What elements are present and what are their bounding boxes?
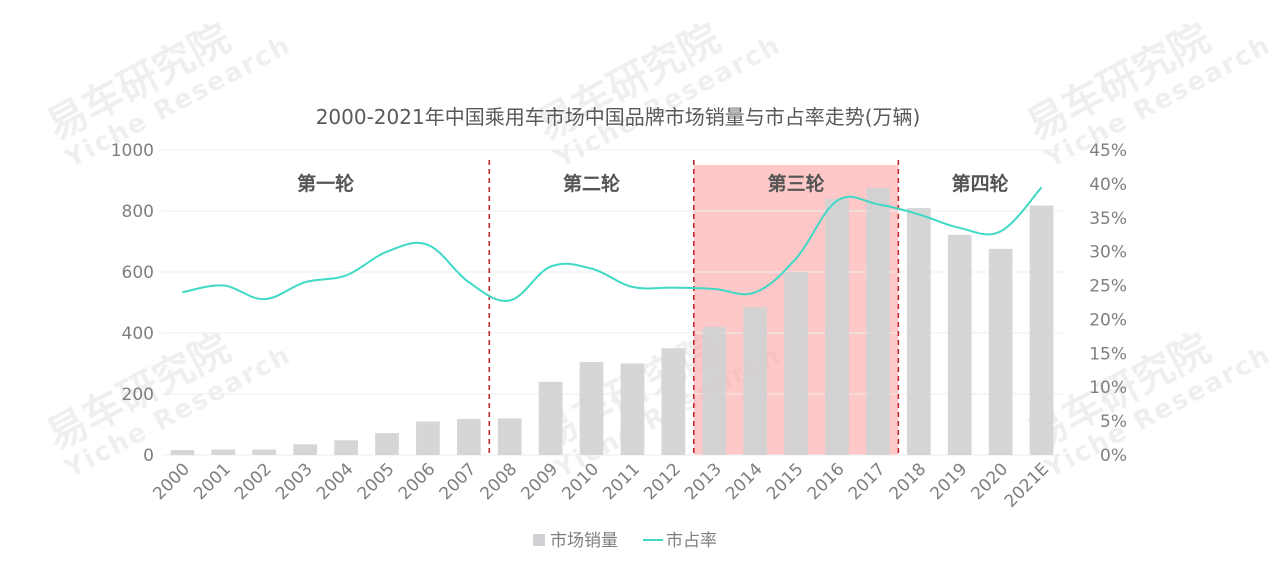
bar-2015	[784, 272, 808, 455]
bar-2003	[293, 444, 318, 455]
bar-2000	[170, 450, 195, 455]
y-right-tick-label: 25%	[1089, 277, 1127, 297]
y-right-tick-label: 15%	[1089, 344, 1127, 364]
bar-2007	[456, 419, 481, 455]
bar-2006	[416, 421, 440, 455]
bar-2004	[334, 440, 358, 455]
bar-2018	[906, 207, 931, 455]
y-left-tick-label: 800	[122, 202, 154, 222]
x-tick-label: 2021E	[1001, 459, 1053, 511]
phase-label: 第四轮	[952, 172, 1009, 195]
bar-2014	[743, 307, 768, 455]
bar-2002	[252, 449, 277, 455]
phase-label: 第三轮	[768, 172, 825, 195]
y-left-tick-label: 1000	[111, 141, 154, 161]
x-tick-label: 2019	[927, 459, 972, 504]
x-tick-label: 2009	[517, 459, 562, 504]
x-tick-label: 2014	[722, 459, 767, 504]
x-tick-label: 2000	[149, 459, 194, 504]
x-tick-label: 2012	[640, 459, 685, 504]
y-right-tick-label: 10%	[1089, 378, 1127, 398]
x-tick-label: 2018	[886, 459, 931, 504]
legend-label: 市场销量	[550, 531, 618, 551]
legend-label: 市占率	[666, 531, 717, 551]
y-left-tick-label: 400	[122, 324, 154, 344]
x-tick-label: 2002	[231, 459, 276, 504]
x-tick-label: 2017	[845, 459, 890, 504]
chart-title: 2000-2021年中国乘用车市场中国品牌市场销量与市占率走势(万辆)	[316, 105, 921, 129]
x-tick-label: 2003	[272, 459, 317, 504]
y-right-tick-label: 35%	[1089, 209, 1127, 229]
bar-2009	[538, 381, 563, 455]
x-tick-label: 2005	[354, 459, 399, 504]
y-left-tick-label: 600	[122, 263, 154, 283]
x-tick-label: 2008	[477, 459, 522, 504]
bar-2017	[866, 187, 890, 455]
x-tick-label: 2016	[804, 459, 849, 504]
bar-2008	[497, 418, 522, 455]
phase-label: 第二轮	[563, 172, 620, 195]
phase-label: 第一轮	[297, 172, 354, 195]
bar-2012	[661, 348, 686, 455]
y-left-tick-label: 200	[122, 385, 154, 405]
y-right-tick-label: 0%	[1100, 446, 1127, 466]
bar-2020	[988, 248, 1013, 455]
series-line-市占率	[182, 186, 1043, 302]
y-right-tick-label: 20%	[1089, 310, 1127, 330]
x-tick-label: 2011	[599, 459, 644, 504]
y-right-tick-label: 5%	[1100, 412, 1127, 432]
x-tick-label: 2006	[395, 459, 440, 504]
x-tick-label: 2015	[763, 459, 808, 504]
x-tick-label: 2007	[436, 459, 481, 504]
bar-2005	[375, 433, 399, 455]
bar-2013	[702, 326, 727, 455]
bar-2001	[211, 449, 236, 455]
x-tick-label: 2010	[558, 459, 603, 504]
x-tick-label: 2013	[681, 459, 726, 504]
y-right-tick-label: 40%	[1089, 175, 1127, 195]
bar-2011	[620, 363, 645, 455]
bar-2019	[947, 234, 972, 455]
x-tick-label: 2001	[190, 459, 235, 504]
y-right-tick-label: 45%	[1089, 141, 1127, 161]
bar-2016	[825, 198, 849, 456]
bar-2010	[579, 361, 604, 455]
x-tick-label: 2004	[313, 459, 358, 504]
y-left-tick-label: 0	[143, 446, 154, 466]
bar-2021E	[1029, 205, 1054, 455]
y-right-tick-label: 30%	[1089, 243, 1127, 263]
legend-swatch-bar	[533, 534, 545, 546]
